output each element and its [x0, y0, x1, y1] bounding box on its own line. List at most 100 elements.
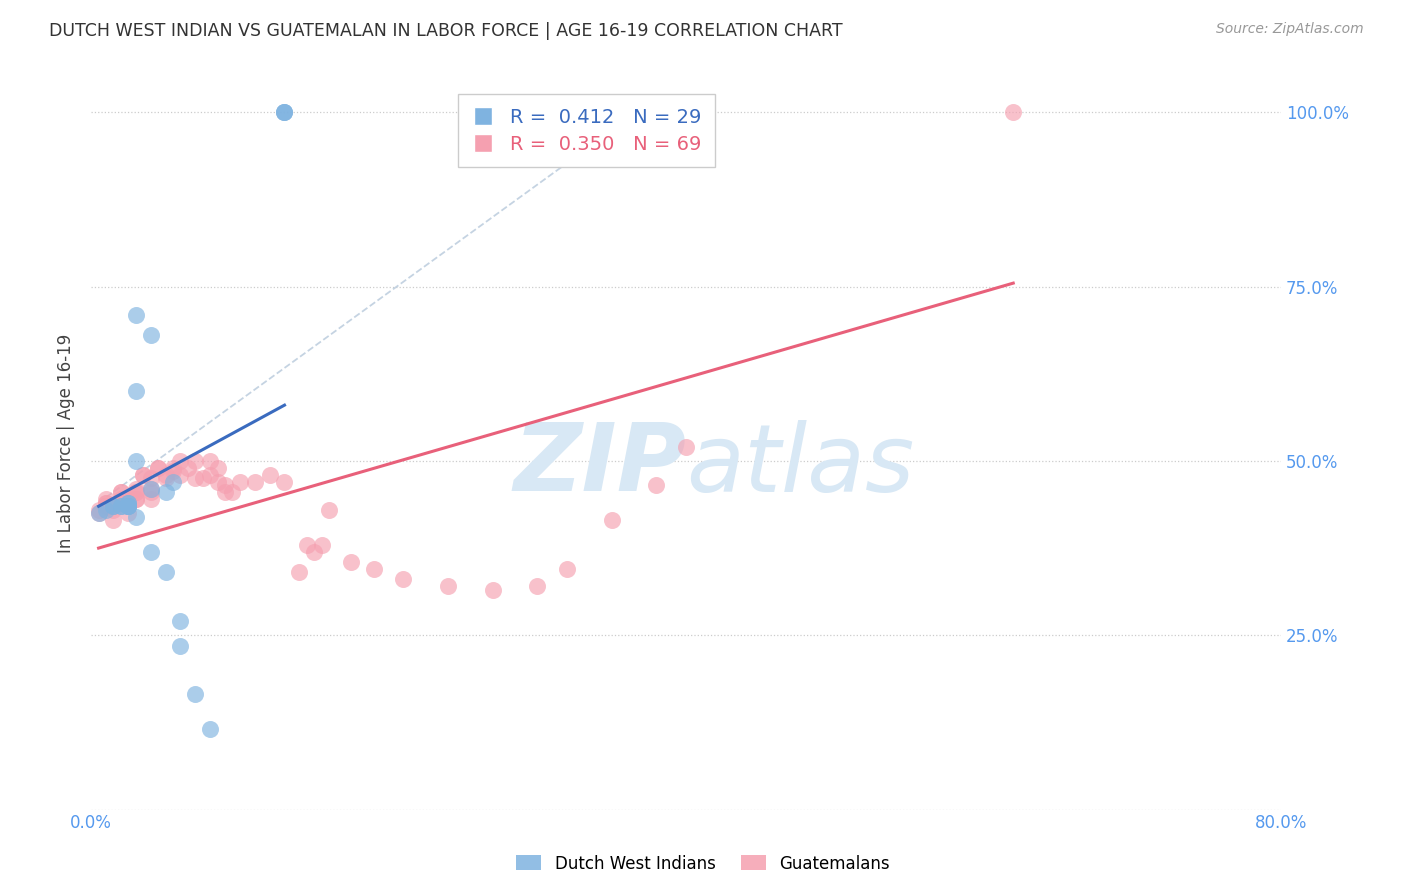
Point — [198, 454, 221, 468]
Point — [117, 496, 139, 510]
Point — [125, 492, 148, 507]
Point — [645, 478, 668, 492]
Point — [94, 502, 117, 516]
Point — [117, 500, 139, 514]
Point — [94, 500, 117, 514]
Point — [340, 555, 363, 569]
Point — [302, 544, 325, 558]
Point — [117, 500, 139, 514]
Point — [146, 461, 169, 475]
Point — [155, 485, 177, 500]
Point — [117, 496, 139, 510]
Point — [110, 492, 132, 507]
Point — [162, 475, 184, 489]
Point — [675, 440, 697, 454]
Point — [117, 500, 139, 514]
Point — [103, 500, 125, 514]
Point — [125, 308, 148, 322]
Point — [155, 471, 177, 485]
Point — [207, 461, 229, 475]
Point — [243, 475, 266, 489]
Point — [184, 471, 207, 485]
Point — [87, 502, 110, 516]
Point — [363, 562, 385, 576]
Point — [125, 509, 148, 524]
Text: Source: ZipAtlas.com: Source: ZipAtlas.com — [1216, 22, 1364, 37]
Point — [169, 467, 191, 482]
Point — [139, 485, 162, 500]
Point — [295, 538, 318, 552]
Point — [229, 475, 252, 489]
Text: atlas: atlas — [686, 420, 914, 511]
Point — [207, 475, 229, 489]
Point — [103, 513, 125, 527]
Point — [117, 496, 139, 510]
Point — [94, 492, 117, 507]
Point — [125, 485, 148, 500]
Point — [117, 506, 139, 520]
Point — [110, 485, 132, 500]
Point — [94, 496, 117, 510]
Point — [139, 492, 162, 507]
Point — [155, 566, 177, 580]
Point — [273, 105, 295, 120]
Point — [191, 471, 214, 485]
Point — [117, 492, 139, 507]
Point — [198, 723, 221, 737]
Point — [125, 384, 148, 399]
Point — [177, 461, 200, 475]
Point — [318, 502, 340, 516]
Point — [103, 500, 125, 514]
Point — [125, 492, 148, 507]
Point — [526, 579, 548, 593]
Point — [214, 478, 236, 492]
Point — [117, 500, 139, 514]
Point — [94, 496, 117, 510]
Point — [146, 461, 169, 475]
Point — [184, 688, 207, 702]
Point — [273, 475, 295, 489]
Point — [139, 482, 162, 496]
Point — [555, 562, 578, 576]
Point — [125, 485, 148, 500]
Point — [139, 328, 162, 343]
Point — [103, 500, 125, 514]
Point — [311, 538, 333, 552]
Point — [169, 639, 191, 653]
Point — [169, 615, 191, 629]
Point — [155, 467, 177, 482]
Point — [103, 502, 125, 516]
Point — [288, 566, 311, 580]
Point — [162, 461, 184, 475]
Point — [94, 500, 117, 514]
Point — [162, 464, 184, 478]
Point — [273, 105, 295, 120]
Point — [437, 579, 460, 593]
Point — [198, 467, 221, 482]
Point — [87, 506, 110, 520]
Point — [110, 485, 132, 500]
Point — [481, 582, 503, 597]
Point — [139, 544, 162, 558]
Point — [139, 471, 162, 485]
Point — [392, 573, 415, 587]
Point — [169, 454, 191, 468]
Y-axis label: In Labor Force | Age 16-19: In Labor Force | Age 16-19 — [58, 334, 75, 553]
Point — [125, 454, 148, 468]
Point — [87, 506, 110, 520]
Point — [103, 500, 125, 514]
Point — [214, 485, 236, 500]
Point — [273, 105, 295, 120]
Point — [110, 496, 132, 510]
Point — [132, 467, 155, 482]
Point — [110, 500, 132, 514]
Point — [184, 454, 207, 468]
Point — [1002, 105, 1025, 120]
Text: ZIP: ZIP — [513, 419, 686, 511]
Point — [132, 467, 155, 482]
Point — [125, 482, 148, 496]
Point — [139, 482, 162, 496]
Point — [221, 485, 243, 500]
Point — [110, 500, 132, 514]
Text: DUTCH WEST INDIAN VS GUATEMALAN IN LABOR FORCE | AGE 16-19 CORRELATION CHART: DUTCH WEST INDIAN VS GUATEMALAN IN LABOR… — [49, 22, 842, 40]
